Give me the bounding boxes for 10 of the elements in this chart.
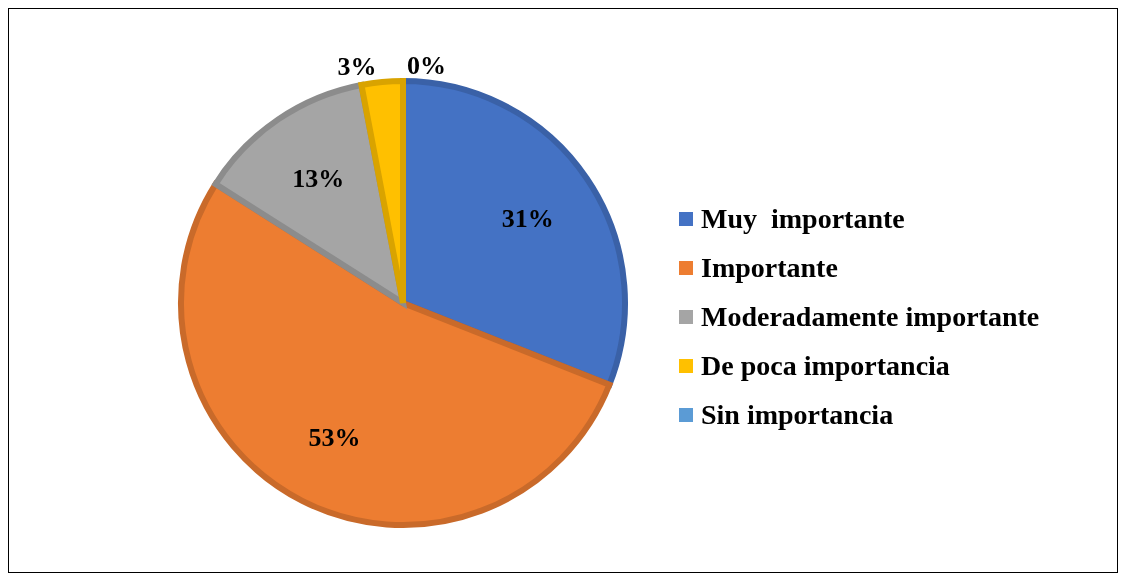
text: 0% (407, 50, 446, 80)
legend-label: Importante (701, 251, 838, 284)
data-label: 13% (292, 163, 345, 193)
data-label: 3% (337, 51, 377, 81)
data-label: 31% (501, 203, 554, 233)
legend-label: Sin importancia (701, 398, 894, 431)
legend-label: Muy importante (701, 202, 905, 235)
data-label: 53% (308, 423, 361, 453)
legend-label: De poca importancia (701, 349, 950, 382)
legend-label: Moderadamente importante (701, 300, 1040, 333)
